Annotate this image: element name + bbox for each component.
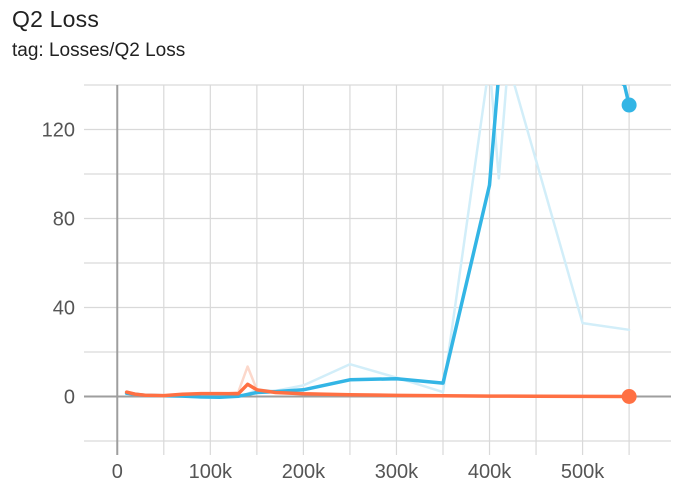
x-tick-label: 100k xyxy=(189,461,233,483)
x-tick-label: 500k xyxy=(561,461,605,483)
end-markers xyxy=(621,97,637,404)
series-1-end-marker[interactable] xyxy=(621,97,637,113)
y-tick-label: 80 xyxy=(53,209,75,231)
chart-title: Q2 Loss xyxy=(12,6,100,32)
grid xyxy=(84,84,671,455)
y-tick-label: 120 xyxy=(42,120,75,142)
series-2-end-marker[interactable] xyxy=(621,389,637,404)
y-tick-labels: 0 40 80 120 xyxy=(42,120,75,409)
x-tick-label: 300k xyxy=(375,461,419,483)
x-tick-label: 0 xyxy=(112,461,123,483)
y-tick-label: 40 xyxy=(53,298,75,320)
x-tick-label: 200k xyxy=(282,461,326,483)
series-1-raw-line xyxy=(125,85,631,399)
chart-tag: tag: Losses/Q2 Loss xyxy=(12,40,186,61)
series-layer xyxy=(124,85,631,399)
series-2-smoothed-line[interactable] xyxy=(124,382,631,399)
x-tick-label: 400k xyxy=(468,461,512,483)
x-tick-labels: 0 100k 200k 300k 400k 500k xyxy=(112,461,606,483)
y-tick-label: 0 xyxy=(64,387,75,409)
